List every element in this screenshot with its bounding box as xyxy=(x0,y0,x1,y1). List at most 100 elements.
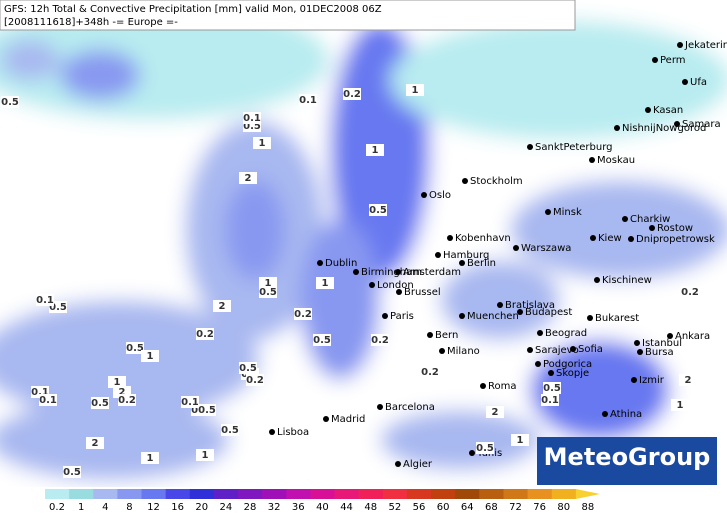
city-dot xyxy=(589,157,595,163)
contour-label: 1 xyxy=(259,138,266,149)
contour-label: 1 xyxy=(114,377,121,388)
colorbar-cell xyxy=(45,489,70,499)
colorbar-cell xyxy=(238,489,263,499)
city-label: Kiew xyxy=(598,233,622,244)
contour-label: 0.1 xyxy=(243,113,261,124)
contour-label: 0.5 xyxy=(239,363,257,374)
city-label: Skopje xyxy=(556,368,589,379)
city-label: Podgorica xyxy=(543,359,592,370)
colorbar-cell xyxy=(141,489,167,499)
city-dot xyxy=(645,107,651,113)
contour-label-bg xyxy=(198,404,216,416)
colorbar-cell xyxy=(455,489,480,499)
colorbar-cell xyxy=(213,489,239,499)
city-dot xyxy=(652,57,658,63)
contour-label-bg xyxy=(213,300,231,312)
city-label: Istanbul xyxy=(642,338,682,349)
contour-label: 0.1 xyxy=(39,395,57,406)
colorbar-tick-label: 28 xyxy=(244,502,257,513)
city-dot xyxy=(545,209,551,215)
city-label: Budapest xyxy=(525,307,572,318)
contour-label: 2 xyxy=(119,387,126,398)
city-dot xyxy=(439,348,445,354)
city-label: Oslo xyxy=(429,190,451,201)
city-dot xyxy=(602,411,608,417)
contour-label: 0.2 xyxy=(118,395,136,406)
city-label: NishnijNowgorod xyxy=(622,123,706,134)
logo: MeteoGroup xyxy=(544,443,711,471)
colorbar-tick-label: 52 xyxy=(388,502,401,513)
city-label: Ufa xyxy=(690,77,707,88)
contour-label-bg xyxy=(259,286,277,298)
city-dot xyxy=(427,332,433,338)
city-dot xyxy=(459,313,465,319)
header-line: GFS: 12h Total & Convective Precipitatio… xyxy=(4,4,382,15)
contour-label: 0.5 xyxy=(63,467,81,478)
city-label: Sarajevo xyxy=(535,345,579,356)
colorbar-tick-label: 4 xyxy=(102,502,108,513)
colorbar-tick-label: 8 xyxy=(126,502,132,513)
city-dot xyxy=(323,416,329,422)
colorbar-cell xyxy=(286,489,311,499)
contour-label-bg xyxy=(239,362,257,374)
contour-label-bg xyxy=(313,334,331,346)
city-label: Milano xyxy=(447,346,480,357)
contour-label: 1 xyxy=(322,278,329,289)
contour-label-bg xyxy=(196,449,214,461)
contour-label-bg xyxy=(406,84,424,96)
colorbar-tick-label: 72 xyxy=(509,502,522,513)
city-label: Hamburg xyxy=(443,250,489,261)
city-dot xyxy=(480,383,486,389)
contour-label: 0.5 xyxy=(198,405,216,416)
contour-label: 0.5 xyxy=(543,383,561,394)
contour-label: 0.5 xyxy=(476,443,494,454)
colorbar-cell xyxy=(334,489,360,499)
colorbar-tick-label: 56 xyxy=(413,502,426,513)
colorbar-cell xyxy=(503,489,529,499)
contour-label: 1 xyxy=(517,435,524,446)
contour-label-bg xyxy=(181,396,199,408)
city-label: Barcelona xyxy=(385,402,435,413)
city-label: Jekaterinburg xyxy=(684,40,727,51)
city-label: Birmingham xyxy=(361,267,422,278)
contour-label-bg xyxy=(366,144,384,156)
contour-label: 0.5 xyxy=(49,302,67,313)
city-label: London xyxy=(377,280,414,291)
contour-label-bg xyxy=(126,342,144,354)
city-label: Izmir xyxy=(639,375,665,386)
contour-label: 1 xyxy=(147,453,154,464)
contour-label: 0.5 xyxy=(259,287,277,298)
colorbar-cell xyxy=(93,489,118,499)
colorbar-tick-label: 20 xyxy=(195,502,208,513)
city-dot xyxy=(622,216,628,222)
city-dot xyxy=(677,42,683,48)
city-dot xyxy=(637,349,643,355)
colorbar-cell xyxy=(551,489,577,499)
contour-label-bg xyxy=(371,334,389,346)
contour-label: 1 xyxy=(677,400,684,411)
contour-label: 0.2 xyxy=(681,287,699,298)
city-dot xyxy=(548,370,554,376)
city-label: Warszawa xyxy=(521,243,571,254)
contour-label: 2 xyxy=(685,375,692,386)
city-dot xyxy=(527,347,533,353)
city-dot xyxy=(513,245,519,251)
contour-label: 0.2 xyxy=(371,335,389,346)
city-label: Dnipropetrowsk xyxy=(636,234,715,245)
city-label: Samara xyxy=(682,119,721,130)
city-dot xyxy=(570,346,576,352)
city-dot xyxy=(614,125,620,131)
contour-label-bg xyxy=(476,442,494,454)
contour-label: 0.5 xyxy=(126,343,144,354)
city-label: Athina xyxy=(610,409,642,420)
city-dot xyxy=(377,404,383,410)
city-dot xyxy=(435,252,441,258)
city-dot xyxy=(395,461,401,467)
colorbar-tick-label: 12 xyxy=(147,502,160,513)
colorbar-cell xyxy=(575,489,600,499)
contour-label: 2 xyxy=(219,301,226,312)
city-dot xyxy=(353,269,359,275)
city-label: Rostow xyxy=(657,223,693,234)
city-dot xyxy=(537,330,543,336)
city-dot xyxy=(667,333,673,339)
